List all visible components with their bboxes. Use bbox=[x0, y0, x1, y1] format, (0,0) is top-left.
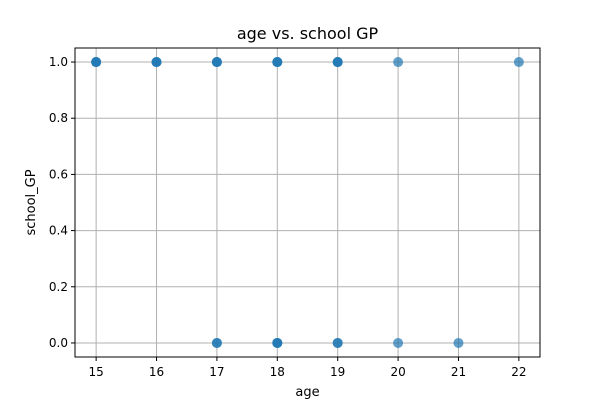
data-point bbox=[513, 57, 524, 68]
data-point bbox=[332, 57, 343, 68]
x-tick-label: 17 bbox=[209, 365, 224, 379]
y-tick-label: 0.8 bbox=[49, 111, 68, 125]
y-tick-label: 1.0 bbox=[49, 55, 68, 69]
x-tick-label: 20 bbox=[390, 365, 405, 379]
data-point bbox=[393, 337, 404, 348]
x-tick-label: 16 bbox=[149, 365, 164, 379]
x-tick-label: 19 bbox=[330, 365, 345, 379]
data-point bbox=[272, 337, 283, 348]
data-point bbox=[211, 337, 222, 348]
data-point bbox=[272, 57, 283, 68]
x-tick-label: 22 bbox=[511, 365, 526, 379]
data-point bbox=[393, 57, 404, 68]
data-point bbox=[91, 57, 102, 68]
data-point bbox=[151, 57, 162, 68]
axis-ticks: 15 16 17 18 19 20 21 22 0.0 0.2 0.4 0.6 0.8 1.0 bbox=[49, 55, 527, 379]
grid-lines bbox=[75, 48, 540, 357]
y-tick-label: 0.4 bbox=[49, 224, 68, 238]
data-point bbox=[211, 57, 222, 68]
data-point bbox=[332, 337, 343, 348]
y-tick-label: 0.2 bbox=[49, 280, 68, 294]
x-axis-label: age bbox=[295, 385, 319, 400]
chart-title: age vs. school GP bbox=[237, 24, 379, 43]
data-points bbox=[91, 57, 524, 348]
y-tick-label: 0.6 bbox=[49, 167, 68, 181]
y-tick-label: 0.0 bbox=[49, 336, 68, 350]
x-tick-label: 15 bbox=[88, 365, 103, 379]
y-axis-label: school_GP bbox=[24, 169, 39, 235]
x-tick-label: 21 bbox=[451, 365, 466, 379]
x-tick-label: 18 bbox=[270, 365, 285, 379]
data-point bbox=[453, 337, 464, 348]
plot-area-frame bbox=[74, 47, 541, 358]
